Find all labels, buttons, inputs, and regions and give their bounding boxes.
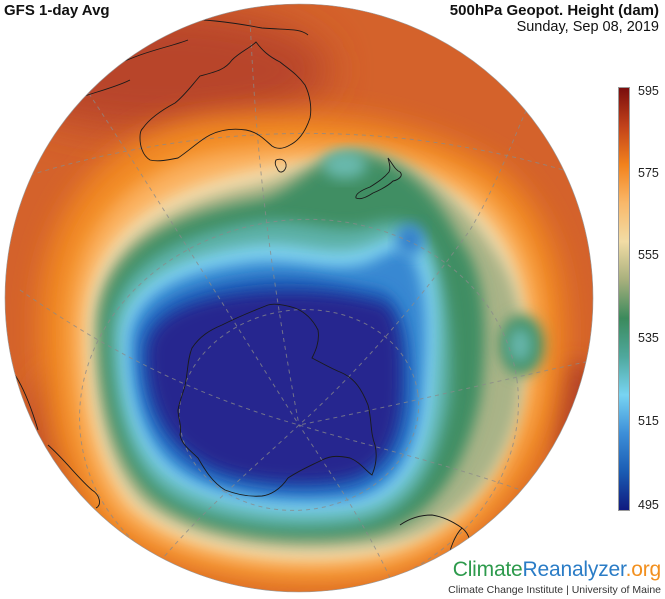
date-label: Sunday, Sep 08, 2019: [516, 19, 659, 35]
colorbar-tick-535: 535: [638, 331, 659, 345]
chart-title-left: GFS 1-day Avg: [4, 2, 110, 19]
coastlines: [14, 19, 472, 591]
variable-title: 500hPa Geopot. Height (dam): [449, 2, 659, 19]
colorbar-tick-515: 515: [638, 414, 659, 428]
chart-title-right: 500hPa Geopot. Height (dam) Sunday, Sep …: [450, 2, 659, 36]
colorbar-tick-595: 595: [638, 84, 659, 98]
branding: ClimateReanalyzer.org Climate Change Ins…: [448, 558, 661, 597]
colorbar-tick-575: 575: [638, 166, 659, 180]
colorbar-tick-495: 495: [638, 498, 659, 512]
globe-map: [4, 3, 594, 593]
climate-reanalyzer-logo[interactable]: ClimateReanalyzer.org: [452, 558, 661, 581]
institution-label: Climate Change Institute | University of…: [448, 584, 661, 596]
colorbar: [618, 87, 630, 511]
globe-outline: [4, 3, 594, 593]
geopotential-field: [5, 4, 593, 592]
colorbar-tick-555: 555: [638, 248, 659, 262]
